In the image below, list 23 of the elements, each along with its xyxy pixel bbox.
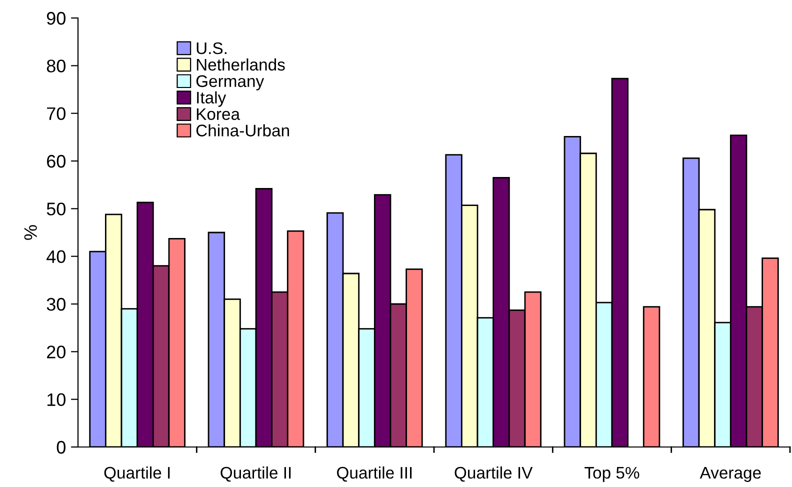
x-tick-label: Quartile I — [104, 466, 170, 482]
y-tick-label: 20 — [47, 346, 66, 358]
x-tick-label: Quartile III — [337, 466, 412, 482]
y-tick-label: 50 — [46, 202, 66, 216]
x-tick-label: Top 5% — [584, 466, 640, 482]
x-tick-label: Quartile IV — [454, 466, 533, 482]
legend-label: Germany — [196, 75, 264, 90]
legend-label: Italy — [197, 91, 226, 107]
y-tick-label: 60 — [47, 154, 66, 168]
y-axis-title: % — [24, 225, 37, 240]
legend-label: China-Urban — [196, 124, 289, 136]
y-tick-label: 80 — [46, 60, 66, 72]
y-tick-label: 90 — [46, 12, 66, 25]
y-tick-label: 40 — [46, 250, 66, 264]
y-tick-label: 30 — [46, 298, 66, 311]
y-tick-label: 0 — [56, 440, 66, 454]
y-tick-label: 70 — [47, 107, 66, 120]
y-tick-label: 10 — [47, 393, 66, 406]
x-tick-label: Quartile II — [220, 466, 291, 482]
x-tick-label: Average — [700, 467, 761, 482]
legend-label: Netherlands — [196, 58, 285, 71]
legend-label: Korea — [196, 108, 240, 120]
legend-label: U.S. — [196, 42, 226, 54]
